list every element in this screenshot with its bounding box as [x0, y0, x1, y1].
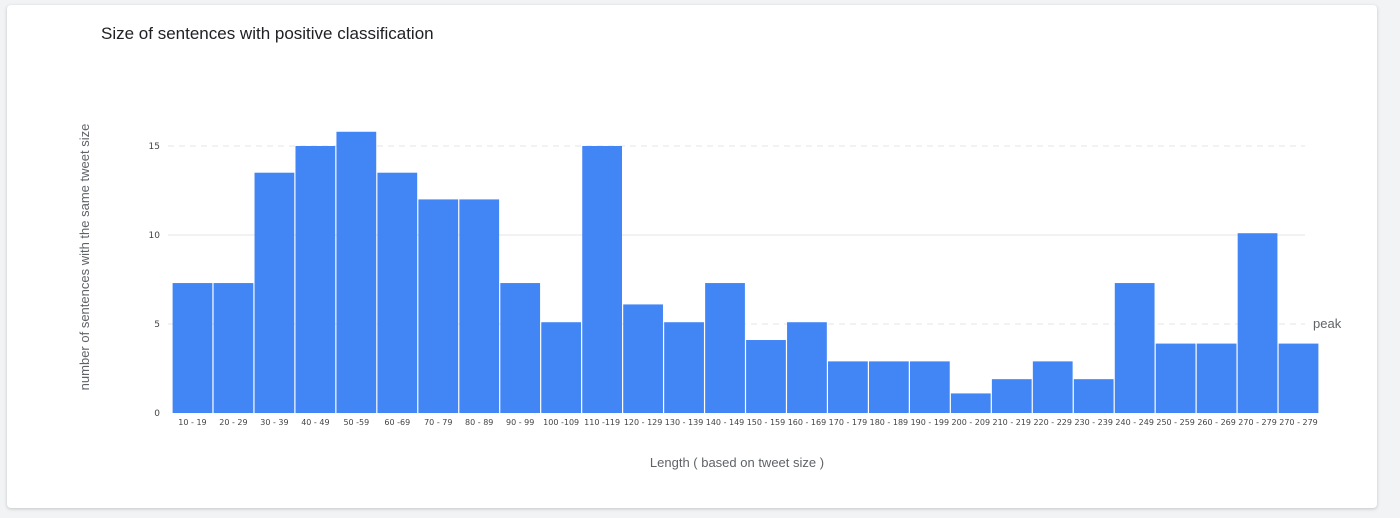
x-tick-label: 70 - 79 [424, 418, 452, 427]
x-tick-label: 250 - 259 [1156, 418, 1195, 427]
bar[interactable] [377, 172, 418, 413]
bar[interactable] [1196, 343, 1237, 413]
x-tick-label: 270 - 279 [1238, 418, 1277, 427]
bar[interactable] [623, 304, 663, 413]
x-axis-label: Length ( based on tweet size ) [650, 455, 824, 470]
y-tick-label: 10 [149, 231, 161, 241]
bar[interactable] [664, 322, 704, 413]
x-tick-label: 260 - 269 [1197, 418, 1236, 427]
x-tick-label: 180 - 189 [870, 418, 909, 427]
bar[interactable] [1237, 233, 1278, 413]
x-tick-label: 60 -69 [384, 418, 410, 427]
x-tick-label: 190 - 199 [911, 418, 950, 427]
bar[interactable] [991, 379, 1032, 413]
bar[interactable] [950, 393, 991, 413]
bar[interactable] [1032, 361, 1073, 413]
x-tick-label: 170 - 179 [829, 418, 868, 427]
x-tick-label: 50 -59 [343, 418, 369, 427]
x-tick-label: 40 - 49 [301, 418, 329, 427]
ticks-layer: 0 5 10 15 10 - 19 20 - 29 30 - 39 40 - 49 50 -59… [149, 142, 1318, 427]
y-axis-label: number of sentences with the same tweet … [77, 124, 92, 391]
y-tick-label: 0 [154, 409, 160, 419]
x-tick-label: 200 - 209 [952, 418, 991, 427]
x-tick-label: 20 - 29 [219, 418, 247, 427]
bar[interactable] [459, 199, 500, 413]
chart-title: Size of sentences with positive classifi… [101, 24, 434, 43]
x-tick-label: 220 - 229 [1033, 418, 1072, 427]
bar[interactable] [705, 283, 745, 413]
bar[interactable] [868, 361, 909, 413]
bar[interactable] [1278, 343, 1319, 413]
x-tick-label: 130 - 139 [665, 418, 704, 427]
bar[interactable] [828, 361, 868, 413]
x-tick-label: 10 - 19 [178, 418, 206, 427]
x-tick-label: 80 - 89 [465, 418, 493, 427]
bar[interactable] [418, 199, 459, 413]
bar[interactable] [295, 146, 336, 413]
bar[interactable] [1155, 343, 1196, 413]
x-tick-label: 140 - 149 [706, 418, 745, 427]
bar[interactable] [1073, 379, 1114, 413]
bar[interactable] [787, 322, 827, 413]
chart-card [7, 5, 1377, 508]
bar[interactable] [1114, 283, 1155, 413]
x-tick-label: 110 -119 [584, 418, 620, 427]
x-tick-label: 210 - 219 [993, 418, 1032, 427]
x-tick-label: 100 -109 [543, 418, 579, 427]
bar[interactable] [909, 361, 950, 413]
x-tick-label: 90 - 99 [506, 418, 534, 427]
bar[interactable] [172, 283, 213, 413]
reference-line-label: peak [1313, 316, 1342, 331]
bars-layer [172, 131, 1319, 413]
x-tick-label: 160 - 169 [788, 418, 827, 427]
bar[interactable] [746, 340, 786, 413]
bar[interactable] [541, 322, 582, 413]
x-tick-label: 230 - 239 [1074, 418, 1113, 427]
x-tick-label: 150 - 159 [747, 418, 786, 427]
y-tick-label: 15 [149, 142, 160, 152]
bar[interactable] [254, 172, 295, 413]
x-tick-label: 120 - 129 [624, 418, 663, 427]
y-tick-label: 5 [154, 320, 160, 330]
bar[interactable] [500, 283, 541, 413]
x-tick-label: 240 - 249 [1115, 418, 1154, 427]
bar[interactable] [336, 131, 377, 413]
bar[interactable] [213, 283, 254, 413]
bar[interactable] [582, 146, 623, 413]
x-tick-label: 270 - 279 [1279, 418, 1318, 427]
x-tick-label: 30 - 39 [260, 418, 288, 427]
